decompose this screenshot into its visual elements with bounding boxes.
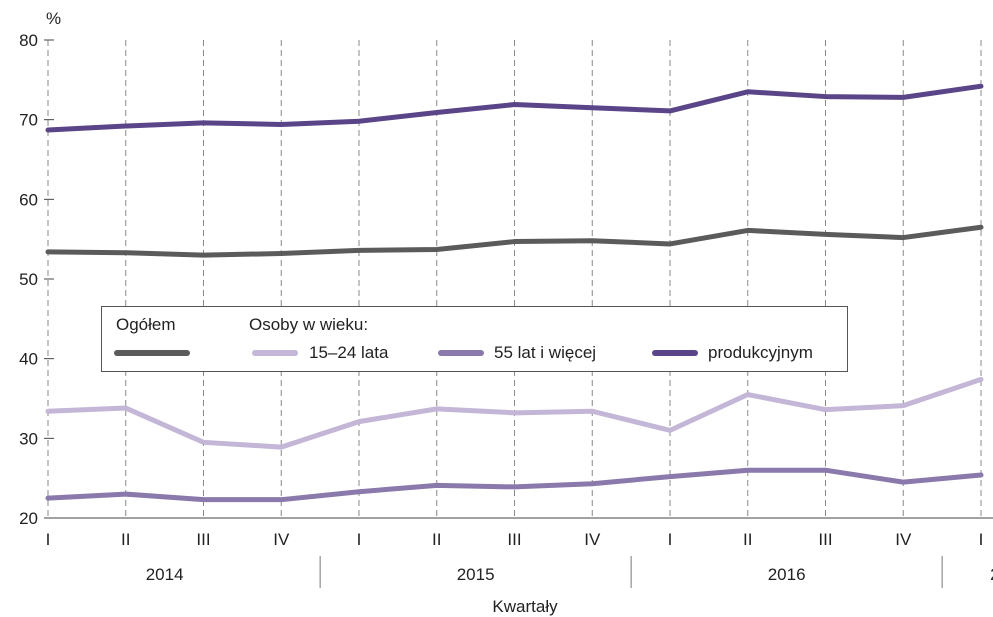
legend-label-produkcyjny: produkcyjnym [708, 343, 813, 362]
legend-label-55-plus: 55 lat i więcej [494, 343, 597, 362]
y-tick-label: 40 [19, 350, 38, 369]
year-label: 2016 [768, 565, 806, 584]
y-tick-label: 80 [19, 31, 38, 50]
y-tick-label: 50 [19, 270, 38, 289]
legend-ogolem-title: Ogółem [116, 315, 176, 334]
y-tick-label: 70 [19, 111, 38, 130]
y-tick-label: 60 [19, 190, 38, 209]
quarter-tick-label: I [357, 530, 362, 549]
legend-label-15-24: 15–24 lata [309, 343, 389, 362]
quarter-tick-label: II [432, 530, 441, 549]
quarter-tick-label: I [668, 530, 673, 549]
chart-legend: Ogółem Osoby w wieku: 15–24 lata 55 lat … [101, 306, 848, 372]
quarter-tick-label: III [196, 530, 210, 549]
legend-swatch-ogolem [114, 350, 190, 356]
legend-swatch-15-24 [252, 350, 298, 356]
series-line-age1524 [45, 376, 984, 450]
legend-swatch-55-plus [438, 350, 484, 356]
legend-swatch-produkcyjny [652, 350, 698, 356]
quarter-tick-label: III [507, 530, 521, 549]
quarter-tick-label: I [46, 530, 51, 549]
quarter-tick-label: III [818, 530, 832, 549]
year-label: 2017 [990, 565, 993, 584]
y-tick-label: 20 [19, 509, 38, 528]
y-tick-label: 30 [19, 429, 38, 448]
quarter-tick-label: II [121, 530, 130, 549]
year-label: 2014 [146, 565, 184, 584]
quarter-tick-label: IV [273, 530, 290, 549]
series-line-ogolem [45, 224, 984, 258]
quarter-tick-label: I [979, 530, 984, 549]
x-axis-title: Kwartały [492, 597, 558, 616]
grid-layer [47, 40, 982, 518]
series-line-age55 [45, 467, 984, 503]
year-label: 2015 [457, 565, 495, 584]
quarter-tick-label: IV [584, 530, 601, 549]
quarter-tick-label: IV [895, 530, 912, 549]
quarter-tick-label: II [743, 530, 752, 549]
y-axis-unit-label: % [46, 9, 61, 28]
legend-osoby-title: Osoby w wieku: [249, 315, 369, 334]
series-line-produkcyjny [45, 83, 984, 133]
series-layer [45, 83, 984, 503]
